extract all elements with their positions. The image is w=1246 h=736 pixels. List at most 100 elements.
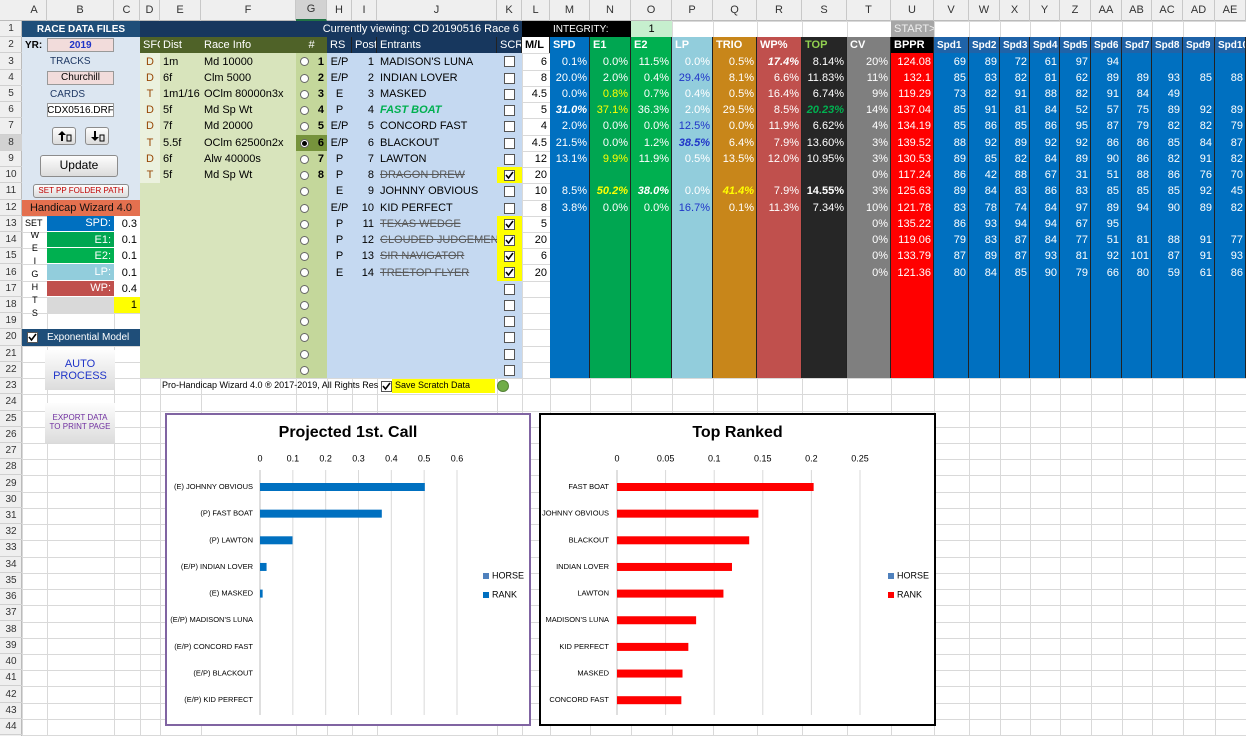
auto-button[interactable]: AUTO PROCESS: [45, 350, 115, 390]
radio-button[interactable]: [300, 235, 309, 245]
radio-button[interactable]: [300, 268, 309, 278]
checkbox[interactable]: [504, 56, 515, 68]
category-label: (E/P) KID PERFECT: [184, 695, 253, 704]
save-icon[interactable]: [497, 380, 509, 393]
x-tick-label: 0.1: [287, 453, 300, 463]
speed-figure: 90: [1106, 152, 1119, 165]
speed-figure: 97: [1075, 55, 1088, 68]
checkbox[interactable]: [504, 234, 515, 246]
checkbox[interactable]: [504, 332, 515, 344]
checkbox[interactable]: [504, 88, 515, 100]
checkbox[interactable]: [504, 72, 515, 84]
checkbox[interactable]: [504, 153, 515, 165]
metric-wp: 17.4%: [767, 55, 799, 68]
radio-button[interactable]: [300, 219, 309, 229]
checkbox[interactable]: [504, 316, 515, 328]
update-button[interactable]: Update: [40, 155, 118, 177]
metric-e1: 2.0%: [602, 71, 628, 84]
speed-figure: 84: [1199, 136, 1212, 149]
column-header: U: [891, 0, 934, 21]
speed-figure: 85: [953, 71, 966, 84]
chart: Projected 1st. Call 0 0.1 0.2 0.3 0.4 0.5 0.6 (E…: [165, 413, 531, 726]
row-header: 14: [0, 232, 22, 249]
radio-button[interactable]: [300, 122, 309, 132]
bar: [260, 562, 267, 571]
checkbox[interactable]: [27, 332, 38, 344]
radio-button[interactable]: [300, 252, 309, 262]
row-header: 11: [0, 183, 22, 200]
entries-header: LP: [672, 37, 713, 54]
column-header: Y: [1030, 0, 1060, 21]
morning-line: 10: [534, 185, 547, 198]
radio-button[interactable]: [300, 57, 309, 67]
radio-button[interactable]: [300, 365, 309, 375]
radio-button[interactable]: [300, 73, 309, 83]
checkbox[interactable]: [504, 186, 515, 198]
race-surface: D: [140, 150, 160, 168]
speed-figure: 88: [953, 136, 966, 149]
radio-button[interactable]: [300, 317, 309, 327]
move-down-button[interactable]: [85, 127, 109, 145]
bar: [617, 536, 750, 545]
checkbox[interactable]: [504, 105, 515, 117]
checkbox[interactable]: [504, 121, 515, 133]
metric-cv: 0%: [872, 266, 888, 279]
data-column-bg: [631, 53, 672, 379]
metric-wp: 11.3%: [768, 201, 799, 214]
checkbox[interactable]: [504, 170, 515, 182]
metric-top: 13.60%: [806, 136, 844, 149]
metric-e1: 0.8%: [602, 87, 628, 100]
category-label: (E/P) BLACKOUT: [193, 669, 253, 678]
radio-button[interactable]: [300, 187, 309, 197]
metric-cv: 3%: [872, 185, 888, 198]
metric-spd: 20.0%: [555, 71, 587, 84]
save-scratch[interactable]: Save Scratch Data: [392, 379, 495, 394]
race-distance: 7f: [163, 120, 173, 133]
radio-button[interactable]: [300, 333, 309, 343]
column-header: W: [969, 0, 1000, 21]
integrity-label: INTEGRITY:: [553, 23, 609, 35]
running-style: P: [335, 152, 344, 165]
cards-label: CARDS: [50, 88, 86, 100]
radio-button[interactable]: [300, 154, 309, 164]
radio-button[interactable]: [300, 138, 309, 148]
checkbox[interactable]: [504, 202, 515, 214]
checkbox[interactable]: [504, 348, 515, 360]
checkbox[interactable]: [504, 137, 515, 149]
radio-button[interactable]: [300, 106, 309, 116]
metric-top: 6.62%: [812, 120, 844, 133]
row-header: 26: [0, 427, 22, 443]
checkbox[interactable]: [504, 299, 515, 311]
weight-label: LP:: [47, 264, 114, 281]
radio-button[interactable]: [300, 349, 309, 359]
bar: [617, 562, 732, 571]
row-header: 6: [0, 102, 22, 119]
radio-button[interactable]: [300, 89, 309, 99]
speed-figure: 82: [1199, 120, 1212, 133]
checkbox[interactable]: [504, 364, 515, 376]
speed-figure: 89: [1014, 136, 1027, 149]
checkbox[interactable]: [504, 267, 515, 279]
radio-button[interactable]: [300, 171, 309, 181]
metric-e2: 0.0%: [643, 120, 669, 133]
move-up-button[interactable]: [52, 127, 76, 145]
morning-line: 12: [534, 152, 547, 165]
export-button[interactable]: EXPORT DATA TO PRINT PAGE: [45, 403, 115, 443]
row-header: 33: [0, 540, 22, 557]
speed-figure: 85: [1014, 120, 1027, 133]
radio-button[interactable]: [300, 284, 309, 294]
race-info: OClm 62500n2x: [204, 136, 284, 149]
radio-button[interactable]: [300, 203, 309, 213]
checkbox[interactable]: [504, 251, 515, 263]
speed-figure: 93: [1167, 71, 1180, 84]
checkbox[interactable]: [504, 283, 515, 295]
column-header: Z: [1060, 0, 1091, 21]
checkbox[interactable]: [504, 218, 515, 230]
checkbox[interactable]: [381, 381, 392, 393]
data-column-bg: [757, 53, 802, 379]
set-pp-button[interactable]: SET PP FOLDER PATH: [33, 184, 129, 198]
metric-lp: 29.4%: [678, 71, 710, 84]
entrant: KID PERFECT: [380, 201, 453, 214]
radio-button[interactable]: [300, 300, 309, 310]
start-button[interactable]: START>: [891, 21, 934, 38]
